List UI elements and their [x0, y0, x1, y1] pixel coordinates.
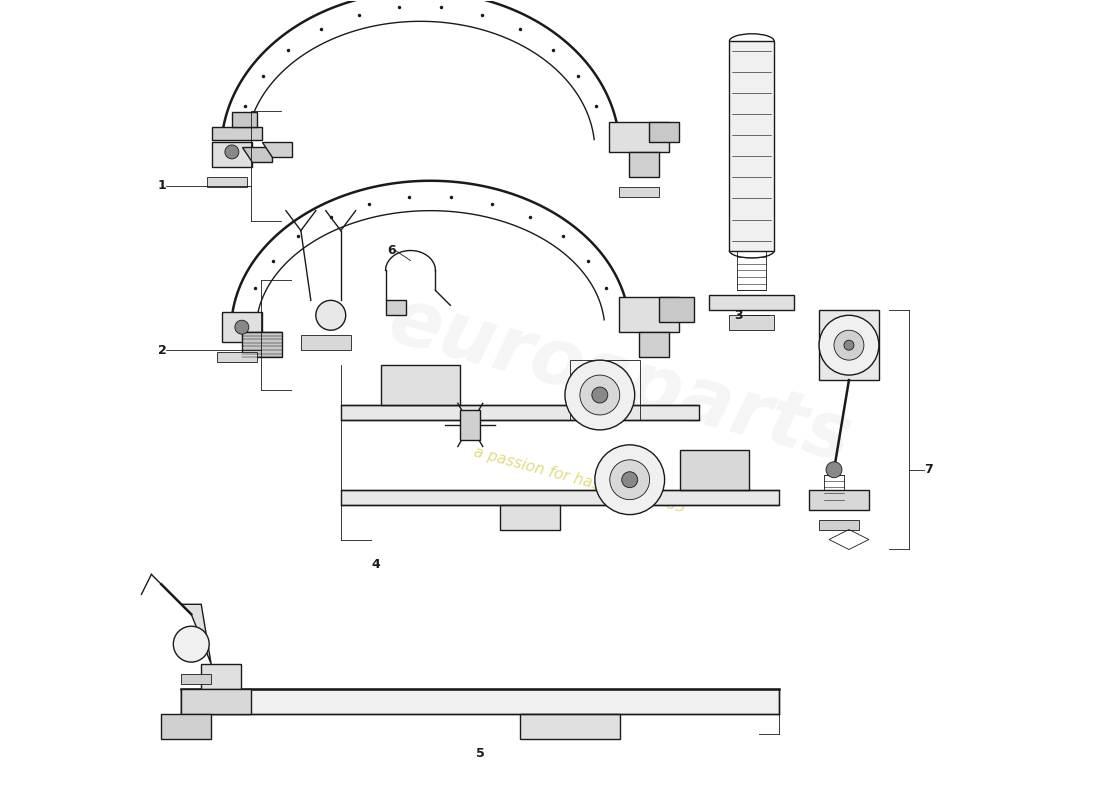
Circle shape: [592, 387, 608, 403]
Polygon shape: [212, 127, 262, 140]
Polygon shape: [182, 689, 251, 714]
Polygon shape: [182, 674, 211, 684]
Polygon shape: [629, 152, 659, 177]
Polygon shape: [242, 147, 272, 162]
Circle shape: [609, 460, 650, 500]
Polygon shape: [820, 310, 879, 380]
Text: 4: 4: [371, 558, 380, 571]
Text: 3: 3: [735, 309, 743, 322]
Polygon shape: [820, 519, 859, 530]
Circle shape: [565, 360, 635, 430]
Text: a passion for has since 1985: a passion for has since 1985: [472, 444, 688, 515]
Text: 2: 2: [157, 344, 166, 357]
Polygon shape: [386, 300, 406, 315]
Polygon shape: [212, 142, 252, 167]
Polygon shape: [810, 490, 869, 510]
Polygon shape: [217, 352, 256, 362]
Polygon shape: [609, 122, 669, 152]
Polygon shape: [182, 604, 211, 664]
Polygon shape: [222, 312, 262, 342]
Polygon shape: [207, 177, 246, 186]
Polygon shape: [710, 295, 794, 310]
Circle shape: [826, 462, 842, 478]
Circle shape: [224, 145, 239, 159]
Polygon shape: [242, 332, 282, 357]
Circle shape: [595, 445, 664, 514]
Polygon shape: [381, 365, 460, 405]
Circle shape: [174, 626, 209, 662]
Polygon shape: [520, 714, 619, 739]
Polygon shape: [659, 298, 694, 322]
Polygon shape: [619, 186, 659, 197]
Polygon shape: [341, 490, 779, 505]
Circle shape: [844, 340, 854, 350]
Circle shape: [820, 315, 879, 375]
Polygon shape: [341, 405, 700, 420]
Polygon shape: [262, 142, 292, 157]
Polygon shape: [232, 112, 256, 127]
Polygon shape: [680, 450, 749, 490]
Text: 6: 6: [387, 244, 396, 257]
Polygon shape: [619, 298, 679, 332]
Polygon shape: [301, 335, 351, 350]
Polygon shape: [201, 664, 241, 689]
Polygon shape: [500, 505, 560, 530]
Circle shape: [235, 320, 249, 334]
Text: 7: 7: [924, 463, 933, 476]
Text: 5: 5: [476, 747, 485, 760]
Polygon shape: [729, 315, 774, 330]
Polygon shape: [639, 332, 669, 357]
Circle shape: [621, 472, 638, 488]
Polygon shape: [649, 122, 679, 142]
Polygon shape: [162, 714, 211, 739]
Text: 1: 1: [157, 179, 166, 192]
Text: eurosparts: eurosparts: [379, 282, 859, 478]
Polygon shape: [460, 410, 481, 440]
Circle shape: [316, 300, 345, 330]
Polygon shape: [182, 689, 779, 714]
Circle shape: [580, 375, 619, 415]
Circle shape: [834, 330, 864, 360]
Polygon shape: [729, 42, 774, 250]
